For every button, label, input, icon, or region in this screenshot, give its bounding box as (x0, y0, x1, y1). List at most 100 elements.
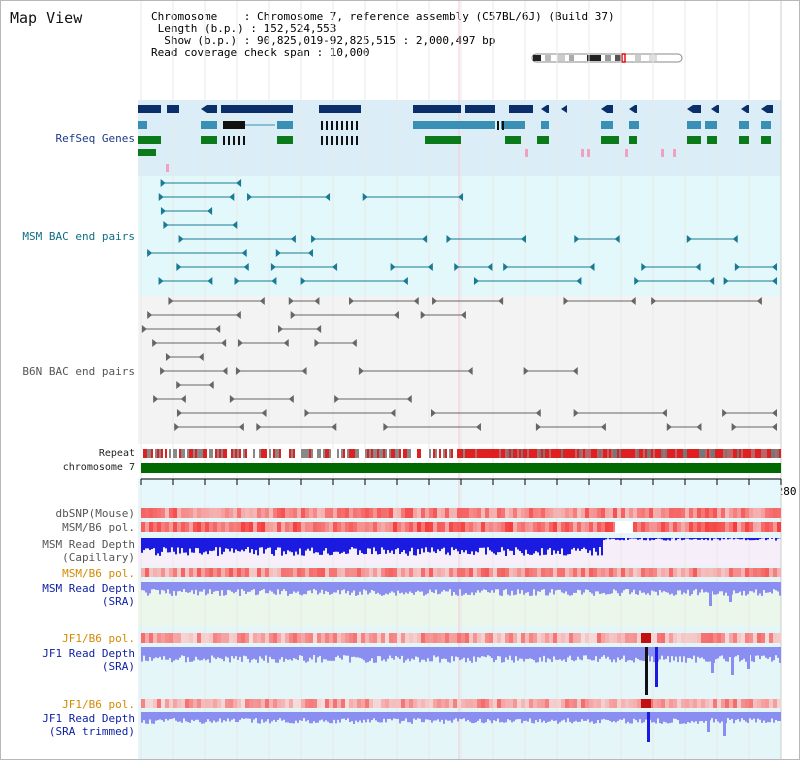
msm-cap-depth (187, 538, 189, 556)
dbsnp-heat (761, 508, 765, 518)
msm-cap-depth (569, 538, 571, 554)
msm-sra-depth (683, 582, 685, 593)
jf1-pol2-heat (493, 699, 497, 708)
jf1-sra-depth (395, 647, 397, 656)
pol-hotspot (641, 633, 651, 643)
msm-cap-depth (159, 538, 161, 556)
msm-pol2-heat (161, 568, 165, 577)
jf1-pol2-heat (461, 699, 465, 708)
track-label-jf1-pol-1[interactable]: JF1/B6 pol. (62, 632, 135, 645)
jf1-trim-depth (271, 712, 273, 722)
msm-sra-depth (341, 582, 343, 591)
msm-sra-depth (383, 582, 385, 596)
repeat-segment (587, 449, 589, 458)
jf1-sra-depth (455, 647, 457, 657)
track-label-msm-bac[interactable]: MSM BAC end pairs (22, 230, 135, 243)
msm-pol-heat (721, 522, 725, 532)
jf1-sra-depth (617, 647, 619, 658)
track-label-jf1-depth-sra[interactable]: JF1 Read Depth (42, 647, 135, 660)
chromosome-ideogram[interactable] (531, 53, 683, 63)
jf1-trim-depth (163, 712, 165, 722)
msm-pol2-heat (441, 568, 445, 577)
jf1-pol-heat (289, 633, 293, 643)
jf1-trim-depth (339, 712, 341, 723)
jf1-pol-heat (189, 633, 193, 643)
jf1-pol2-heat (313, 699, 317, 708)
jf1-pol-heat (221, 633, 225, 643)
msm-sra-depth (779, 582, 781, 596)
track-label-msm-depth-cap[interactable]: MSM Read Depth (42, 538, 135, 551)
msm-cap-depth (671, 538, 673, 539)
jf1-pol-heat (601, 633, 605, 643)
msm-sra-depth (567, 582, 569, 595)
track-label-refseq[interactable]: RefSeq Genes (55, 132, 135, 145)
jf1-trim-depth (349, 712, 351, 723)
track-label-dbsnp[interactable]: dbSNP(Mouse) (55, 507, 135, 520)
jf1-sra-depth (623, 647, 625, 656)
jf1-pol2-heat (237, 699, 241, 708)
jf1-pol2-heat (581, 699, 585, 708)
jf1-sra-depth (491, 647, 493, 659)
msm-sra-depth (507, 582, 509, 595)
jf1-pol-heat (397, 633, 401, 643)
jf1-trim-depth (671, 712, 673, 723)
jf1-sra-depth (181, 647, 183, 656)
msm-bac-pair-end (271, 277, 277, 285)
jf1-sra-depth (477, 647, 479, 658)
jf1-trim-depth (401, 712, 403, 722)
msm-cap-depth (251, 538, 253, 550)
msm-sra-depth (733, 582, 735, 591)
dbsnp-heat (621, 508, 625, 518)
msm-sra-depth (505, 582, 507, 590)
msm-cap-depth (171, 538, 173, 548)
dbsnp-heat (361, 508, 365, 518)
jf1-trim-depth (317, 712, 319, 723)
jf1-pol2-heat (261, 699, 265, 708)
msm-sra-depth (439, 582, 441, 594)
jf1-sra-depth (431, 647, 433, 662)
jf1-trim-depth (543, 712, 545, 721)
msm-pol2-heat (581, 568, 585, 577)
jf1-pol2-heat (173, 699, 177, 708)
b6n-bac-pair-end (630, 297, 636, 305)
jf1-sra-depth (259, 647, 261, 657)
msm-sra-depth (471, 582, 473, 593)
repeat-segment (437, 449, 439, 458)
jf1-trim-depth (633, 712, 635, 719)
msm-bac-pair-end (732, 235, 738, 243)
jf1-pol2-heat (685, 699, 689, 708)
jf1-trim-depth (423, 712, 425, 723)
track-label-jf1-depth-trim[interactable]: JF1 Read Depth (42, 712, 135, 725)
track-label-b6n-bac[interactable]: B6N BAC end pairs (22, 365, 135, 378)
msm-sra-depth (647, 582, 649, 594)
jf1-sra-depth (197, 647, 199, 660)
msm-pol2-heat (577, 568, 581, 577)
jf1-trim-depth (347, 712, 349, 719)
jf1-trim-depth (749, 712, 751, 719)
track-label-jf1-pol-2[interactable]: JF1/B6 pol. (62, 698, 135, 711)
track-label-msm-pol-2[interactable]: MSM/B6 pol. (62, 567, 135, 580)
jf1-trim-depth (515, 712, 517, 720)
repeat-segment (713, 449, 715, 458)
jf1-trim-depth (719, 712, 721, 724)
jf1-trim-depth (553, 712, 555, 722)
jf1-sra-depth (409, 647, 411, 662)
track-label-msm-depth-sra[interactable]: MSM Read Depth (42, 582, 135, 595)
track-label-msm-pol-1[interactable]: MSM/B6 pol. (62, 521, 135, 534)
repeat-segment (431, 449, 433, 458)
repeat-segment (537, 449, 539, 458)
jf1-sra-depth (473, 647, 475, 657)
jf1-sra-depth (183, 647, 185, 656)
msm-pol2-heat (613, 568, 617, 577)
repeat-segment (515, 449, 517, 458)
repeat-segment (225, 449, 227, 458)
msm-bac-pair-end (160, 179, 166, 187)
msm-sra-depth (465, 582, 467, 594)
msm-sra-depth-spike (709, 582, 712, 606)
msm-cap-depth (757, 538, 759, 541)
msm-cap-depth (417, 538, 419, 550)
msm-pol-heat (305, 522, 309, 532)
jf1-pol2-heat (513, 699, 517, 708)
jf1-trim-depth (541, 712, 543, 723)
